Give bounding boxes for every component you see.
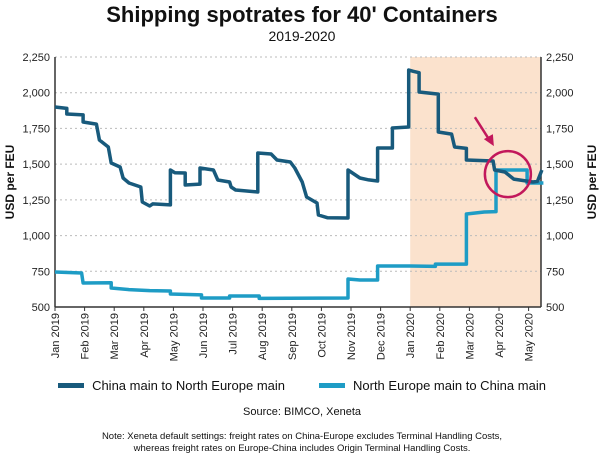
legend-swatch-light [319,383,345,388]
footnote-line: Note: Xeneta default settings: freight r… [101,431,503,442]
x-tick-label: Mar 2020 [464,313,476,359]
legend-item-china-europe: China main to North Europe main [58,378,285,393]
x-tick-label: Apr 2020 [494,313,506,358]
x-tick-label: Apr 2019 [139,313,151,358]
source-text: Source: BIMCO, Xeneta [243,406,361,418]
legend-label: China main to North Europe main [92,378,285,393]
footnote: Note: Xeneta default settings: freight r… [0,431,604,455]
x-tick-label: May 2019 [168,313,180,361]
annotation-arrowhead [483,134,494,147]
x-tick-label: Feb 2019 [80,313,92,359]
x-tick-label: Nov 2019 [346,313,358,360]
y-tick-label-left: 500 [32,302,50,314]
x-tick-label: Jan 2020 [405,313,417,358]
y-tick-label-right: 2,250 [546,52,574,64]
y-axis-title-right: USD per FEU [585,145,599,220]
x-tick-label: Jul 2019 [228,313,240,355]
chart-title: Shipping spotrates for 40' Containers [106,2,498,27]
footnote-line: whereas freight rates on Europe-China in… [133,443,471,454]
y-tick-label-right: 1,250 [546,195,574,207]
y-tick-label-left: 2,250 [22,52,50,64]
y-tick-label-right: 500 [546,302,564,314]
y-tick-label-left: 1,500 [22,159,50,171]
x-tick-label: Sep 2019 [287,313,299,360]
x-tick-label: Mar 2019 [109,313,121,359]
chart-subtitle: 2019-2020 [268,28,336,44]
x-tick-label: Oct 2019 [316,313,328,358]
y-tick-label-left: 1,250 [22,195,50,207]
x-tick-label: Feb 2020 [435,313,447,359]
legend-item-europe-china: North Europe main to China main [319,378,546,393]
y-tick-label-left: 750 [32,266,50,278]
x-tick-label: Aug 2019 [257,313,269,360]
x-tick-label: Dec 2019 [376,313,388,360]
x-tick-label: Jun 2019 [198,313,210,358]
plot-area: 500 500 750 750 1,000 1,000 1,250 1,250 1,500 1,5… [3,52,599,361]
y-axis-title-left: USD per FEU [3,145,17,220]
y-tick-label-right: 1,500 [546,159,574,171]
x-tick-label: Jan 2019 [50,313,62,358]
y-tick-label-right: 1,750 [546,123,574,135]
series-line-europe-china [54,168,544,301]
y-tick-label-left: 1,000 [22,231,50,243]
legend-swatch-dark [58,383,85,388]
y-tick-label-right: 2,000 [546,88,574,100]
y-tick-label-right: 750 [546,266,564,278]
y-tick-label-left: 2,000 [22,88,50,100]
annotation-circle [483,149,533,199]
legend: China main to North Europe main North Eu… [0,378,604,393]
y-tick-label-left: 1,750 [22,123,50,135]
x-tick-label: May 2020 [524,313,536,361]
annotation-arrow [473,116,490,140]
y-tick-label-right: 1,000 [546,231,574,243]
legend-label: North Europe main to China main [353,378,546,393]
series-line-china-europe [54,68,544,220]
